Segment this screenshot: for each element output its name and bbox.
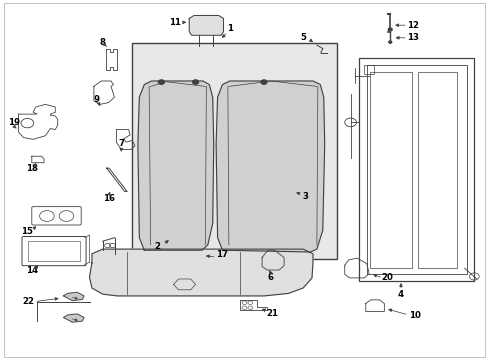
Text: 17: 17 [216, 251, 228, 259]
Text: 5: 5 [300, 32, 305, 41]
Text: 16: 16 [103, 194, 115, 203]
Text: 13: 13 [407, 33, 418, 42]
Polygon shape [89, 249, 312, 296]
Text: 7: 7 [118, 139, 124, 148]
Text: 21: 21 [266, 309, 278, 318]
Text: 10: 10 [408, 310, 420, 320]
Bar [132, 43, 337, 259]
Bar [417, 72, 456, 268]
Text: 3: 3 [302, 192, 308, 201]
Text: 19: 19 [8, 118, 20, 127]
Polygon shape [138, 81, 213, 250]
Polygon shape [63, 314, 84, 322]
Text: 11: 11 [169, 18, 181, 27]
Circle shape [388, 41, 391, 43]
Text: 18: 18 [26, 163, 38, 172]
Text: 2: 2 [154, 242, 160, 251]
Text: 12: 12 [407, 21, 418, 30]
Bar [366, 65, 466, 274]
Bar [28, 241, 80, 261]
Text: 9: 9 [93, 94, 99, 104]
Text: 22: 22 [22, 297, 34, 306]
Bar [369, 72, 411, 268]
Text: 8: 8 [100, 38, 105, 47]
Circle shape [261, 80, 266, 84]
Circle shape [158, 80, 164, 84]
Bar [359, 58, 473, 281]
Polygon shape [216, 81, 324, 252]
Circle shape [387, 28, 391, 31]
Text: 1: 1 [226, 24, 232, 33]
Polygon shape [63, 292, 84, 301]
Text: 15: 15 [21, 227, 33, 236]
Text: 4: 4 [397, 289, 403, 299]
Text: 14: 14 [26, 266, 38, 275]
Polygon shape [189, 15, 223, 35]
Text: 6: 6 [267, 273, 273, 282]
Bar [364, 65, 373, 74]
Text: 20: 20 [381, 274, 393, 282]
Circle shape [192, 80, 198, 84]
